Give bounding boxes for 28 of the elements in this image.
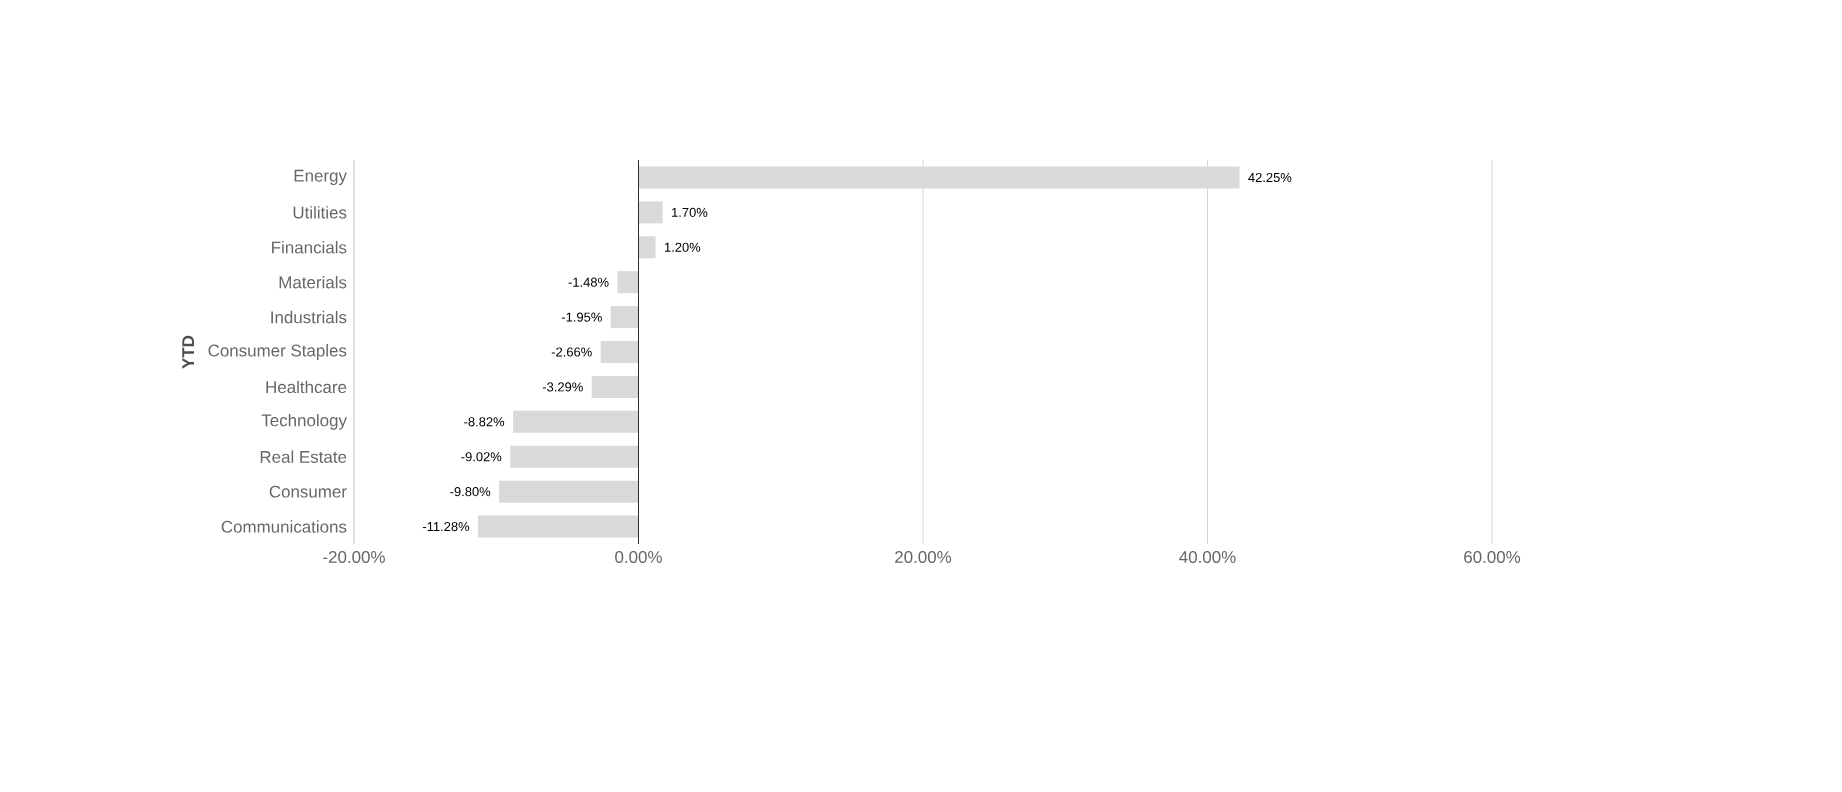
bar bbox=[600, 341, 639, 363]
y-tick-label: Healthcare bbox=[266, 380, 347, 394]
bar bbox=[638, 201, 663, 224]
y-tick-label: Real Estate bbox=[260, 450, 347, 463]
bar bbox=[617, 271, 639, 294]
y-tick-label: Consumer bbox=[269, 485, 347, 498]
x-tick-label: 40.00% bbox=[1179, 551, 1236, 564]
y-tick-label: Materials bbox=[279, 275, 347, 289]
y-axis-title: YTD bbox=[182, 335, 194, 369]
y-tick-label: Utilities bbox=[293, 206, 347, 219]
y-tick-label: Industrials bbox=[271, 310, 347, 324]
y-tick-label: Financials bbox=[272, 241, 347, 254]
bar bbox=[638, 236, 656, 259]
bar bbox=[591, 375, 639, 398]
bar bbox=[478, 515, 639, 538]
bar bbox=[510, 445, 639, 468]
y-tick-label: Technology bbox=[261, 413, 347, 430]
x-tick-label: 0.00% bbox=[615, 551, 662, 564]
bar bbox=[499, 480, 639, 503]
y-tick-label: Energy bbox=[294, 169, 347, 186]
y-tick-label: Communications bbox=[221, 520, 347, 533]
y-tick-label: Consumer Staples bbox=[208, 344, 347, 360]
x-tick-label: -20.00% bbox=[323, 551, 385, 564]
x-tick-label: 60.00% bbox=[1464, 551, 1521, 564]
bar bbox=[610, 306, 639, 329]
bar bbox=[513, 410, 639, 433]
bar bbox=[638, 166, 1240, 189]
x-tick-label: 20.00% bbox=[895, 551, 952, 564]
